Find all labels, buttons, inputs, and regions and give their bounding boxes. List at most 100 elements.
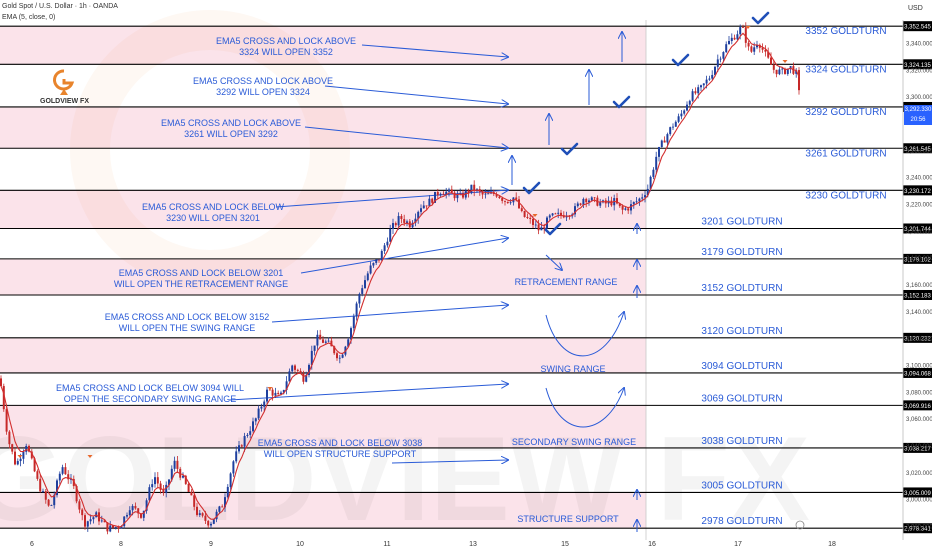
candle-body-56 [156,477,159,484]
candle-body-275 [770,57,772,65]
candle-body-133 [372,262,375,266]
candle-body-184 [515,197,518,200]
candle-body-7 [19,458,22,462]
candle-body-186 [520,208,523,211]
annotation-1-line-1: 3292 WILL OPEN 3324 [216,87,310,97]
y-tick-10: 3,120.000 [906,337,932,343]
level-tag-bg-6 [903,253,932,264]
candle-body-139 [389,228,392,242]
candle-body-111 [310,350,313,365]
level-tag-6: 3,179.102 [904,257,931,263]
candle-body-143 [400,216,403,220]
level-tag-12: 3,005.009 [904,491,931,497]
candle-body-104 [291,365,294,372]
candle-body-252 [705,79,708,84]
candle-body-17 [47,499,50,506]
candle-body-109 [305,375,308,382]
candle-body-68 [190,491,193,496]
annotation-arrow-2 [304,126,508,148]
candle-body-261 [730,37,733,42]
candle-body-238 [666,134,669,143]
candle-body-26 [72,478,75,487]
x-tick-3: 10 [296,541,304,548]
check-icon-3 [560,142,579,156]
candle-body-27 [75,486,78,502]
candle-body-234 [655,156,658,170]
candle-body-207 [579,203,582,205]
candle-body-266 [744,27,747,43]
level-tag-10: 3,069.916 [904,404,931,410]
range-label-0: RETRACEMENT RANGE [515,277,618,287]
candle-body-37 [103,520,106,523]
candle-body-74 [207,520,210,526]
candle-body-256 [716,59,719,67]
goldturn-label-3: 3261 GOLDTURN [805,148,886,159]
candle-body-155 [434,191,436,203]
annotation-arrow-5 [271,305,508,323]
candle-body-11 [30,451,33,459]
candle-body-107 [299,370,302,374]
candle-body-272 [761,47,764,50]
level-tag-8: 3,120.232 [904,336,931,342]
level-tag-1: 3,324.135 [904,63,931,69]
candle-body-263 [736,34,739,40]
annotation-1-line-0: EMA5 CROSS AND LOCK ABOVE [193,76,333,86]
y-tick-12: 3,080.000 [906,390,932,396]
candle-body-214 [599,202,602,206]
candle-body-127 [355,303,358,317]
candle-body-63 [176,460,179,469]
candle-body-118 [330,340,333,347]
candle-body-135 [378,259,380,261]
zone-band-1 [0,106,646,149]
candle-body-116 [324,341,327,343]
x-tick-9: 18 [828,541,836,548]
candle-body-223 [624,208,627,210]
candle-body-206 [576,203,579,207]
candle-body-44 [123,516,126,527]
candle-body-274 [767,51,770,58]
candle-body-78 [218,506,221,512]
candle-body-36 [100,520,103,522]
indicator-legend[interactable]: EMA (5, close, 0) [2,14,56,21]
annotation-6-line-0: EMA5 CROSS AND LOCK BELOW 3094 WILL [56,383,244,393]
candle-body-129 [361,288,364,294]
candle-body-41 [114,527,117,528]
candle-body-15 [42,491,44,492]
level-tag-3: 3,261.545 [904,147,931,153]
y-tick-14: 3,040.000 [906,444,932,450]
goldturn-label-9: 3094 GOLDTURN [701,361,782,372]
candle-body-157 [439,193,442,196]
candle-body-221 [618,203,621,207]
candle-body-160 [448,189,450,192]
candle-body-59 [165,484,168,493]
candle-body-10 [28,445,30,452]
candle-body-268 [750,46,753,52]
last-price-tag: 3,292.330 20:56 [904,105,932,125]
goldturn-label-6: 3179 GOLDTURN [701,247,782,258]
candle-body-191 [534,224,537,226]
candle-body-53 [148,487,151,501]
y-tick-17: 2,980.000 [906,525,932,531]
level-tag-bg-9 [903,367,932,378]
candle-body-101 [282,389,285,393]
candle-body-233 [652,169,655,177]
candle-body-182 [509,202,512,204]
candle-body-257 [719,58,722,60]
candle-body-5 [14,451,16,465]
level-tag-bg-1 [903,59,932,70]
candle-body-9 [25,445,28,452]
candle-body-267 [747,42,750,47]
candle-body-253 [708,78,711,80]
candle-body-42 [117,527,120,529]
goldturn-label-11: 3038 GOLDTURN [701,436,782,447]
candle-body-168 [470,184,473,193]
candle-body-279 [781,68,784,70]
candle-body-270 [756,44,758,48]
candle-body-94 [263,401,266,407]
candle-body-130 [364,280,366,289]
y-tick-4: 3,240.000 [906,176,932,182]
candle-body-69 [193,495,196,507]
candle-body-152 [425,205,428,207]
